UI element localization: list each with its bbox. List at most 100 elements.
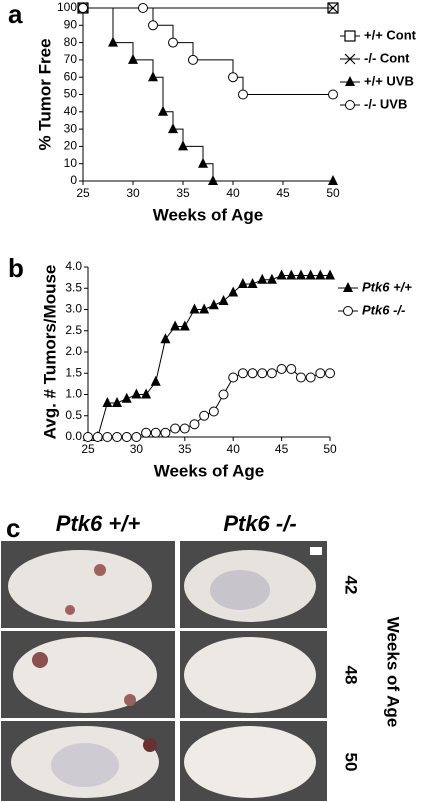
panel-letter: c xyxy=(6,513,20,543)
data-point xyxy=(305,372,316,383)
data-point xyxy=(121,392,132,403)
data-point xyxy=(112,432,123,442)
x-tick-label: 35 xyxy=(176,186,190,200)
data-point xyxy=(328,175,338,185)
data-point xyxy=(168,37,178,48)
data-point xyxy=(102,432,113,442)
data-point xyxy=(325,368,335,379)
data-point xyxy=(148,20,158,31)
x-tick-label: 40 xyxy=(227,442,241,456)
data-point xyxy=(247,278,258,288)
series-line xyxy=(88,275,330,438)
y-tick-label: 3.0 xyxy=(65,302,82,316)
data-point xyxy=(325,269,335,280)
data-point xyxy=(295,269,306,280)
y-tick-label: 60 xyxy=(64,69,78,83)
y-axis-title: % Tumor Free xyxy=(35,38,54,150)
shaved-skin xyxy=(51,743,119,787)
data-point xyxy=(199,303,210,314)
panel-letter: b xyxy=(8,253,24,283)
data-point xyxy=(208,406,219,417)
data-point xyxy=(266,273,277,284)
x-axis-title: Weeks of Age xyxy=(153,205,264,224)
data-point xyxy=(168,123,178,134)
row-label: 48 xyxy=(342,666,361,685)
data-point xyxy=(237,368,248,379)
mouse xyxy=(13,637,157,713)
data-point xyxy=(128,53,138,64)
x-tick-label: 45 xyxy=(275,442,289,456)
scale-bar xyxy=(310,547,322,555)
data-point xyxy=(198,157,208,168)
data-point xyxy=(208,175,218,185)
row-label: 42 xyxy=(342,576,361,595)
data-point xyxy=(150,375,161,386)
y-tick-label: 3.5 xyxy=(65,280,82,294)
x-tick-label: 50 xyxy=(326,186,340,200)
y-tick-label: 0 xyxy=(70,173,77,187)
y-tick-label: 2.5 xyxy=(65,323,82,337)
data-point xyxy=(218,295,229,305)
data-point xyxy=(78,3,88,13)
data-point xyxy=(295,372,306,383)
y-tick-label: 0.5 xyxy=(65,408,82,422)
legend-marker xyxy=(344,30,356,42)
y-tick-label: 30 xyxy=(64,121,78,135)
data-point xyxy=(327,2,339,14)
legend-label: -/- Cont xyxy=(364,50,410,65)
data-point xyxy=(218,389,229,400)
x-axis-title: Weeks of Age xyxy=(154,461,265,480)
data-point xyxy=(228,372,239,383)
x-tick-label: 25 xyxy=(76,186,90,200)
data-point xyxy=(83,432,93,442)
column-label: Ptk6 -/- xyxy=(223,511,296,536)
legend-label: +/+ UVB xyxy=(364,73,414,88)
legend-label: Ptk6 -/- xyxy=(362,302,405,317)
x-tick-label: 40 xyxy=(226,186,240,200)
data-point xyxy=(189,303,200,314)
y-tick-label: 0.0 xyxy=(65,429,82,443)
data-point xyxy=(179,320,190,331)
y-tick-label: 70 xyxy=(64,52,78,66)
series-line xyxy=(88,368,330,438)
data-point xyxy=(138,3,148,13)
data-point xyxy=(305,269,316,280)
x-tick-label: 30 xyxy=(126,186,140,200)
panel-letter: a xyxy=(8,0,23,29)
data-point xyxy=(328,89,338,100)
y-tick-label: 1.0 xyxy=(65,387,82,401)
data-point xyxy=(208,299,219,310)
data-point xyxy=(158,105,168,116)
data-point xyxy=(131,388,142,399)
x-tick-label: 35 xyxy=(178,442,192,456)
x-tick-label: 50 xyxy=(323,442,337,456)
data-point xyxy=(276,269,287,280)
x-tick-label: 45 xyxy=(276,186,290,200)
data-point xyxy=(141,427,152,438)
column-label: Ptk6 +/+ xyxy=(56,511,141,536)
data-point xyxy=(315,269,326,280)
data-point xyxy=(108,36,118,47)
data-point xyxy=(131,432,142,442)
y-axis-title: Avg. # Tumors/Mouse xyxy=(40,265,59,440)
data-point xyxy=(160,333,171,344)
data-point xyxy=(238,89,248,100)
legend-marker xyxy=(343,306,353,316)
legend-marker xyxy=(344,53,356,65)
data-point xyxy=(170,320,181,331)
tumor xyxy=(124,694,136,706)
legend-marker xyxy=(345,100,355,110)
tumor xyxy=(32,652,48,668)
row-axis-label: Weeks of Age xyxy=(384,617,403,728)
legend-label: +/+ Cont xyxy=(364,27,417,42)
data-point xyxy=(148,71,158,82)
legend-marker xyxy=(345,76,355,86)
mouse xyxy=(8,550,152,622)
y-tick-label: 50 xyxy=(64,87,78,101)
data-point xyxy=(199,410,210,421)
data-point xyxy=(150,427,161,438)
shaved-skin xyxy=(210,570,270,610)
data-point xyxy=(228,286,239,297)
data-point xyxy=(257,273,268,284)
tumor xyxy=(94,564,106,576)
